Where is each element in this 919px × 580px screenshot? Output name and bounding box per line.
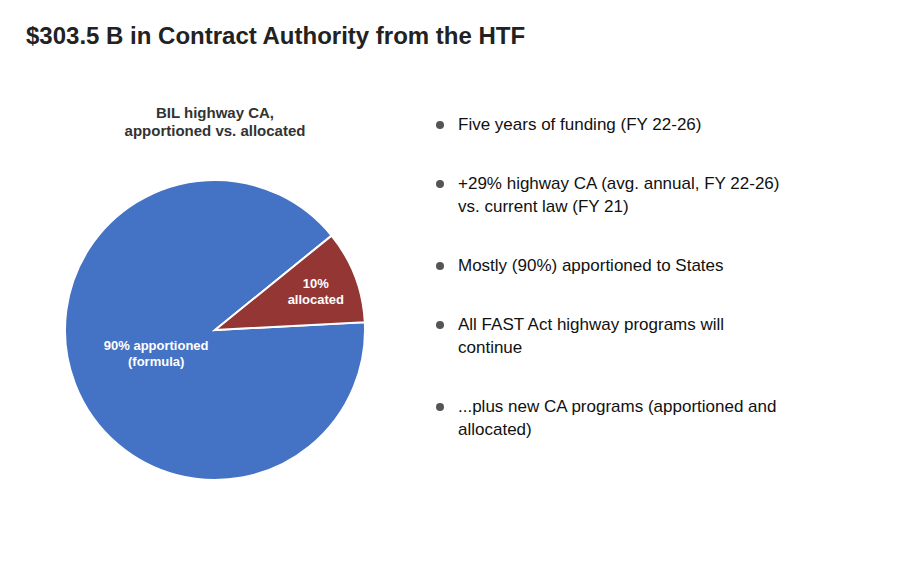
chart-title: $303.5 B in Contract Authority from the … <box>26 22 525 49</box>
chart-canvas: $303.5 B in Contract Authority from the … <box>0 0 919 580</box>
pie-labels: 90% apportioned(formula) 10%allocated <box>104 276 344 368</box>
bullet-dot <box>436 262 444 270</box>
bullet-text: +29% highway CA (avg. annual, FY 22-26)v… <box>458 174 779 216</box>
data-label: 90% apportioned(formula) <box>104 338 209 369</box>
bullet-text: ...plus new CA programs (apportioned and… <box>458 397 776 439</box>
pie-slice <box>215 236 365 330</box>
bullet-text: All FAST Act highway programs willcontin… <box>458 315 724 357</box>
pie-slices <box>65 180 365 480</box>
bullet-dot <box>436 321 444 329</box>
bullet-text: Mostly (90%) apportioned to States <box>458 256 724 275</box>
bullet-dot <box>436 403 444 411</box>
pie-subtitle: BIL highway CA,apportioned vs. allocated <box>125 104 306 139</box>
bullet-dot <box>436 180 444 188</box>
pie-slice <box>65 180 365 480</box>
data-label: 10%allocated <box>288 276 344 307</box>
bullet-dot <box>436 121 444 129</box>
bullet-text: Five years of funding (FY 22-26) <box>458 115 701 134</box>
